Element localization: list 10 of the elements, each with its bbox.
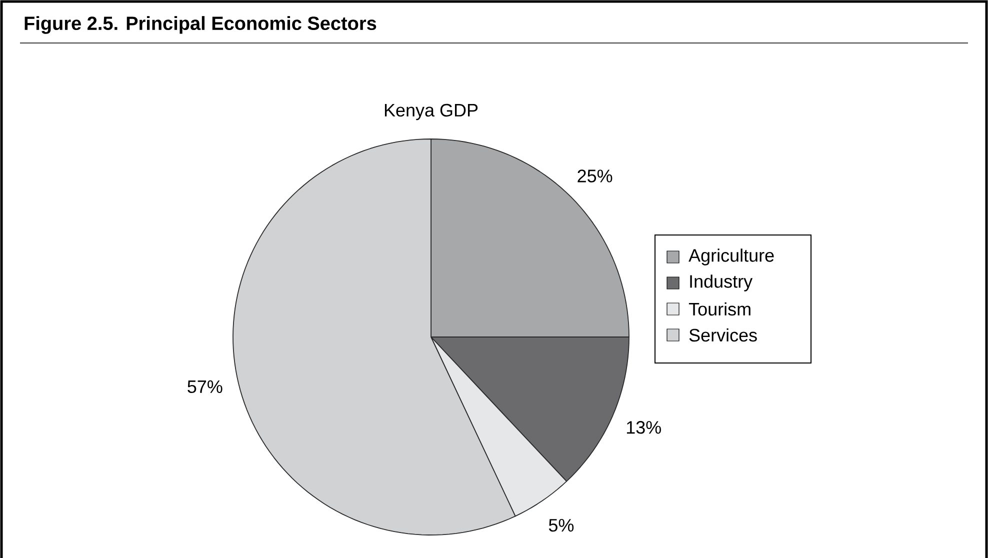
legend-label: Tourism bbox=[688, 302, 750, 316]
legend-label: Industry bbox=[690, 274, 753, 292]
data-label: 57% bbox=[188, 380, 222, 394]
legend-label: Agriculture bbox=[688, 248, 774, 266]
data-label: 25% bbox=[578, 170, 612, 182]
chart-title: Figure 2.5. Principal Economic Sectors bbox=[24, 16, 376, 34]
chart-subtitle: Kenya GDP bbox=[384, 104, 478, 120]
data-label: 5% bbox=[548, 518, 574, 532]
legend-label: Services bbox=[689, 328, 757, 342]
data-label: 13% bbox=[626, 421, 661, 434]
